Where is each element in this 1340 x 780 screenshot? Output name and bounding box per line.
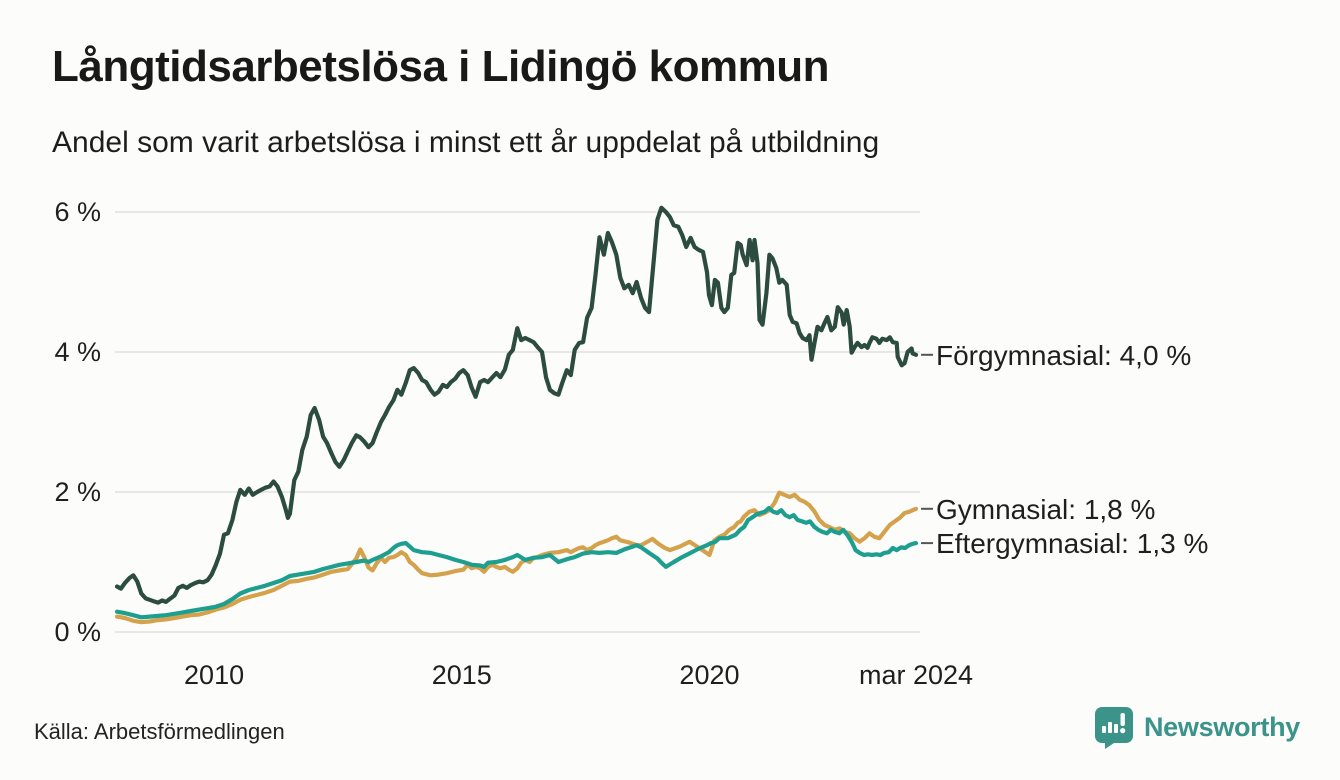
series-end-label-gymnasial: Gymnasial: 1,8 %: [936, 494, 1155, 525]
newsworthy-logo: Newsworthy: [1093, 706, 1300, 749]
y-tick-label-6: 6 %: [54, 197, 101, 227]
newsworthy-wordmark: Newsworthy: [1143, 711, 1300, 742]
series-end-label-forgymnasial: Förgymnasial: 4,0 %: [936, 340, 1191, 371]
x-tick-label-2015: 2015: [432, 660, 492, 690]
y-axis-tick-labels: 0 % 2 % 4 % 6 %: [54, 197, 101, 647]
series-line-forgymnasial: [114, 205, 919, 605]
source-note: Källa: Arbetsförmedlingen: [34, 719, 285, 744]
y-gridlines: [115, 211, 920, 633]
page-title: Långtidsarbetslösa i Lidingö kommun: [52, 42, 830, 91]
x-tick-label-mar-2024: mar 2024: [859, 660, 973, 690]
series-end-label-eftergymnasial: Eftergymnasial: 1,3 %: [936, 528, 1208, 559]
y-tick-label-4: 4 %: [54, 337, 101, 367]
series-line-gymnasial: [114, 490, 919, 625]
y-tick-label-0: 0 %: [54, 617, 101, 647]
newsworthy-bubble-bar-chart-icon: [1094, 707, 1133, 749]
series-line-eftergymnasial: [114, 506, 919, 620]
y-tick-label-2: 2 %: [54, 477, 101, 507]
x-tick-label-2010: 2010: [184, 660, 244, 690]
chart-subtitle: Andel som varit arbetslösa i minst ett å…: [52, 126, 880, 159]
x-tick-label-2020: 2020: [679, 660, 739, 690]
x-axis-tick-labels: 2010 2015 2020 mar 2024: [184, 660, 973, 690]
